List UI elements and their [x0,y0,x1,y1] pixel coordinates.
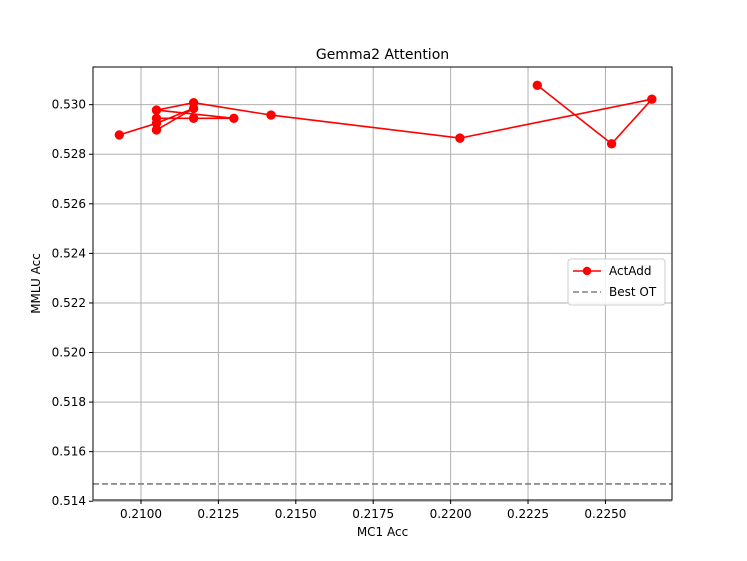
actadd-data-point [188,97,199,108]
y-tick-label: 0.518 [52,395,86,409]
legend-actadd-label: ActAdd [609,264,652,278]
x-tick-label: 0.2125 [197,507,239,521]
y-tick-label: 0.522 [52,296,86,310]
y-tick-label: 0.526 [52,197,86,211]
y-tick-label: 0.524 [52,246,86,260]
actadd-data-point [229,113,239,124]
x-tick-label: 0.2250 [584,507,626,521]
y-tick-label: 0.528 [52,147,86,161]
actadd-data-point [151,105,162,115]
legend: ActAdd Best OT [567,258,666,306]
y-tick-label: 0.514 [52,494,86,508]
y-axis-ticks: 0.514 0.516 0.518 0.520 0.522 0.524 0.526 0.528… [52,98,93,508]
x-tick-label: 0.2100 [120,507,162,521]
plot-area-frame [92,66,673,501]
x-tick-label: 0.2175 [352,507,394,521]
actadd-data-point [266,110,276,120]
y-tick-label: 0.516 [52,445,86,459]
x-axis-ticks: 0.2100 0.2125 0.2150 0.2175 0.2200 0.2225 0.22… [120,500,626,521]
legend-actadd-marker [582,266,592,276]
legend-best-ot-label: Best OT [609,285,657,299]
actadd-data-point [114,130,125,140]
y-axis-title: MMLU Acc [29,253,43,314]
x-tick-label: 0.2225 [507,507,549,521]
x-tick-label: 0.2150 [275,507,317,521]
x-axis-title: MC1 Acc [357,525,408,539]
actadd-data-point [151,113,162,124]
actadd-data-point [455,133,465,143]
chart-title: Gemma2 Attention [316,47,449,63]
actadd-data-point [606,139,617,149]
actadd-data-point [188,113,199,124]
actadd-data-point [151,125,162,135]
y-tick-label: 0.520 [52,346,86,360]
x-tick-label: 0.2200 [430,507,472,521]
actadd-data-point [532,80,543,91]
grid [93,67,672,502]
series-layer [114,80,657,149]
y-tick-label: 0.530 [52,98,86,112]
actadd-data-point [647,94,657,104]
